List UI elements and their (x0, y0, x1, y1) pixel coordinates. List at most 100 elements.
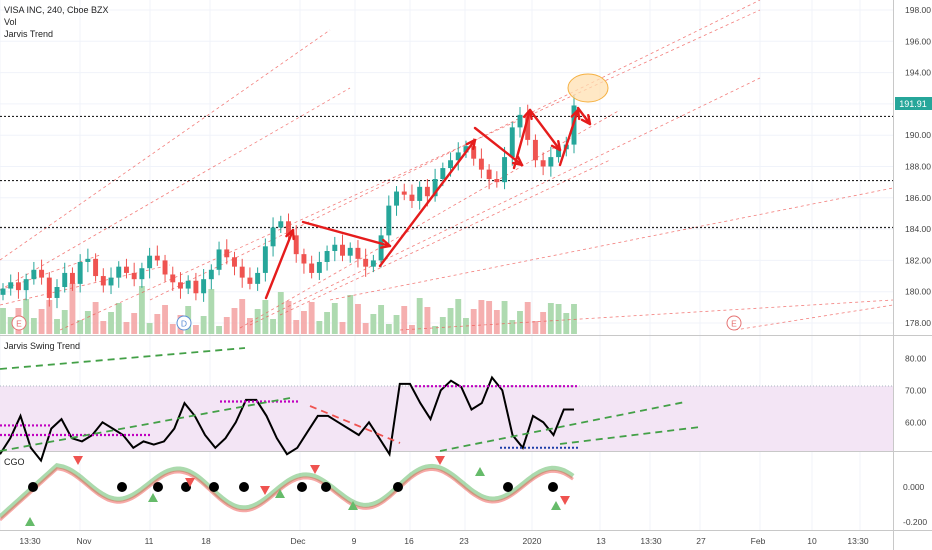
earnings-marker-2[interactable]: E (726, 315, 742, 331)
arrow-shaft (576, 106, 592, 126)
svg-text:E: E (16, 319, 22, 329)
price-tick-label: 198.00 (905, 5, 931, 15)
volume-bar (347, 295, 354, 334)
x-tick-label: 11 (145, 536, 154, 546)
candle-body (278, 221, 284, 228)
candle-body (494, 179, 500, 183)
volume-bar (84, 311, 91, 334)
price-tick-label: 178.00 (905, 318, 931, 328)
volume-bar (432, 326, 439, 334)
price-axis: 198.00196.00194.00192.00190.00188.00186.… (905, 5, 931, 328)
candle-body (432, 179, 438, 197)
arrow-head (550, 139, 562, 152)
price-tick-label: 180.00 (905, 287, 931, 297)
price-tick-label: 190.00 (905, 130, 931, 140)
candle-body (170, 274, 176, 283)
volume-bar (262, 300, 269, 334)
x-tick-label: Nov (76, 536, 92, 546)
volume-bar (301, 311, 307, 334)
cgo-cross-dot (393, 482, 403, 492)
trend-line (249, 77, 761, 326)
arrow-head (580, 113, 592, 126)
x-tick-label: Dec (290, 536, 306, 546)
trend-line (0, 29, 331, 261)
trend-line (399, 299, 894, 331)
arrow-shaft (558, 108, 580, 167)
annotation-arrows (264, 106, 592, 300)
candle-body (93, 258, 99, 277)
jarvis-trend-label: Jarvis Trend (4, 29, 53, 39)
symbol-title: VISA INC, 240, Cboe BZX (4, 5, 109, 15)
candle-body (216, 249, 222, 270)
candle-body (15, 282, 21, 291)
candle-body (108, 277, 114, 286)
cgo-buy-triangle (148, 493, 158, 502)
volume-bar (501, 301, 508, 334)
volume-bar (200, 316, 207, 334)
x-axis: 13:30 Nov 11 18 Dec 9 16 23 2020 13 13:30 27 Feb 10 13… (19, 536, 869, 546)
cgo-sell-triangle (73, 456, 83, 465)
swing-tick-label: 60.00 (905, 417, 927, 427)
candle-body (340, 244, 345, 256)
candle-body (316, 261, 322, 273)
svg-text:E: E (731, 319, 737, 329)
swing-panel (0, 347, 701, 463)
candle-body (224, 249, 230, 258)
candle-body (455, 152, 461, 161)
arrow-shaft (473, 126, 524, 167)
volume-bar (378, 305, 385, 334)
candle-body (23, 279, 29, 291)
cgo-cross-dot (321, 482, 331, 492)
price-tick-label: 188.00 (905, 162, 931, 172)
price-tick-label: 194.00 (905, 68, 931, 78)
swing-axis: 80.00 70.00 60.00 (905, 353, 927, 427)
volume-bar (339, 322, 346, 334)
candle-body (332, 244, 338, 252)
candle-body (386, 205, 392, 236)
cgo-sell-triangle (185, 478, 195, 487)
candle-body (401, 191, 407, 195)
x-tick-label: 13:30 (19, 536, 41, 546)
trend-line (149, 0, 761, 301)
arrow-head (285, 228, 295, 241)
candle-body (309, 263, 315, 273)
price-tick-label: 196.00 (905, 36, 931, 46)
swing-panel-label: Jarvis Swing Trend (4, 341, 80, 351)
candle-body (394, 191, 399, 206)
candle-body (85, 258, 91, 262)
cgo-tick-label: -0.200 (903, 517, 927, 527)
arrow-shaft (378, 138, 477, 268)
price-tick-label: 184.00 (905, 224, 931, 234)
volume-bar (493, 310, 500, 334)
earnings-marker-1[interactable]: E (11, 315, 27, 331)
cgo-wave (0, 463, 575, 519)
cgo-panel-label: CGO (4, 457, 25, 467)
last-price-badge (895, 97, 932, 110)
candle-body (517, 114, 523, 128)
volume-bar (470, 309, 477, 334)
last-price-label: 191.91 (899, 99, 927, 109)
candle-body (532, 139, 538, 161)
candle-body (363, 258, 369, 267)
candle-body (0, 288, 6, 295)
dividend-marker[interactable]: D (176, 315, 192, 331)
volume-bar (239, 299, 246, 334)
volume-bar (393, 315, 400, 334)
cgo-buy-triangle (551, 501, 561, 510)
candle-body (448, 160, 454, 169)
candle-body (417, 186, 423, 201)
candle-body (208, 269, 214, 280)
volume-bar (532, 321, 539, 334)
candle-body (193, 280, 199, 294)
x-tick-label: 13:30 (640, 536, 662, 546)
volume-bar (169, 324, 176, 334)
candle-body (54, 287, 60, 298)
volume-bar (123, 322, 130, 334)
candle-body (409, 194, 415, 201)
x-tick-label: 9 (352, 536, 357, 546)
volume-bar (7, 317, 14, 334)
volume-bar (69, 283, 76, 334)
volume-bar (563, 313, 570, 334)
vol-label: Vol (4, 17, 17, 27)
trend-line (329, 187, 894, 301)
